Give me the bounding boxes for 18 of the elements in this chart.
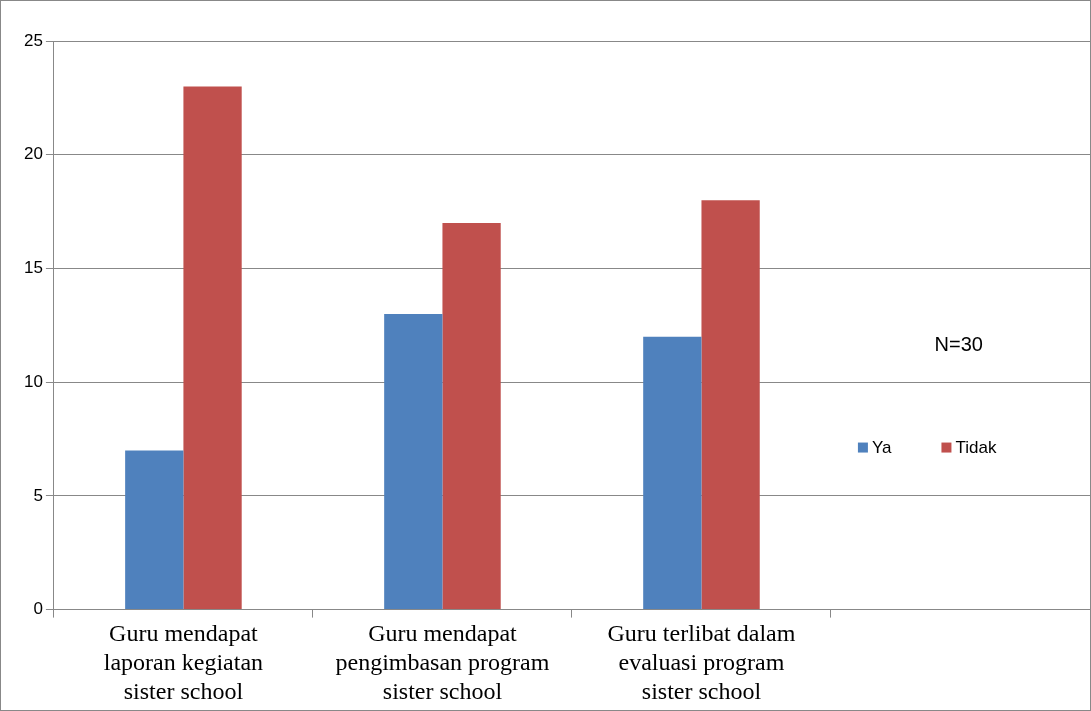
y-tick-label: 0: [33, 599, 43, 619]
y-tick-label: 5: [33, 485, 43, 505]
bar: [183, 86, 242, 610]
bar: [125, 450, 184, 610]
y-tick-label: 20: [23, 144, 43, 164]
x-tick-label: Guru terlibat dalam evaluasi program sister school: [607, 620, 796, 704]
y-tick-label: 15: [23, 258, 43, 278]
x-tick-label: Guru mendapat laporan kegiatan sister school: [103, 620, 264, 704]
y-tick-label: 25: [23, 30, 43, 50]
y-tick-label: 10: [23, 371, 43, 391]
legend-label: Ya: [871, 438, 892, 458]
legend-label: Tidak: [955, 438, 997, 458]
bar: [442, 222, 501, 610]
annotation: N=30: [934, 332, 983, 355]
x-tick-label: Guru mendapat pengimbasan program sister school: [335, 620, 550, 704]
bar: [643, 336, 702, 610]
bar: [384, 313, 443, 610]
bar: [701, 200, 760, 610]
